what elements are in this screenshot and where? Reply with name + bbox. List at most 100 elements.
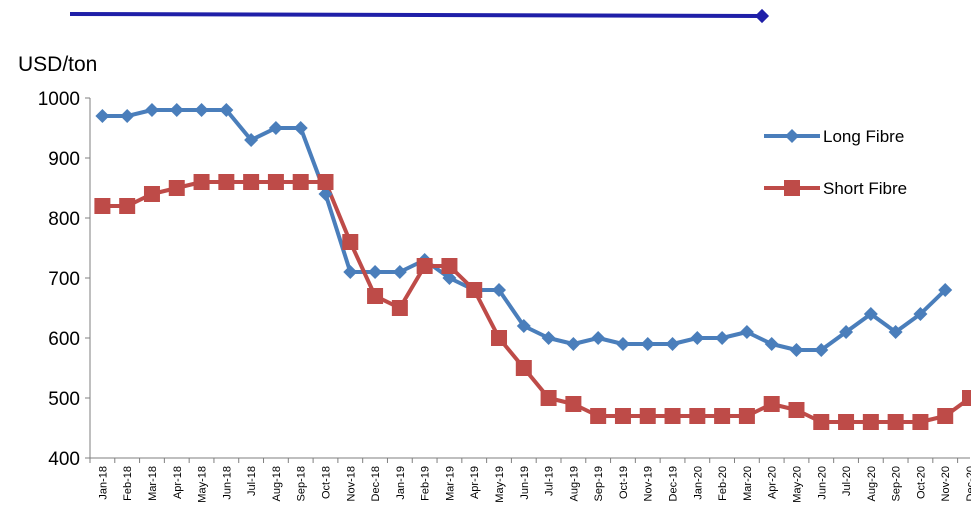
long-fibre-point (888, 325, 903, 339)
x-tick-label: Nov-20 (940, 466, 952, 501)
x-tick-label: Oct-18 (320, 466, 332, 499)
long-fibre-point (541, 331, 556, 345)
x-tick-label: Mar-19 (444, 466, 456, 501)
x-tick-label: Mar-18 (147, 466, 159, 501)
series-line-1 (102, 180, 971, 424)
y-tick-label: 1000 (38, 89, 80, 110)
short-fibre-point (912, 414, 929, 430)
short-fibre-point (689, 408, 706, 424)
x-tick-label: Jan-18 (97, 466, 109, 500)
legend-marker-0 (785, 129, 799, 143)
long-fibre-point (715, 331, 730, 345)
long-fibre-point (789, 343, 804, 357)
x-tick-label: Nov-19 (643, 466, 655, 501)
x-tick-label: Apr-20 (767, 466, 779, 499)
long-fibre-point (144, 103, 159, 117)
short-fibre-point (168, 180, 185, 196)
short-fibre-point (862, 414, 879, 430)
x-tick-label: Sep-18 (296, 466, 308, 501)
long-fibre-point (219, 103, 234, 117)
short-fibre-point (292, 174, 309, 190)
y-tick-label: 400 (48, 449, 80, 470)
short-fibre-point (515, 360, 532, 376)
short-fibre-point (962, 390, 971, 406)
series-markers (94, 103, 971, 430)
axes (89, 98, 970, 459)
short-fibre-point (342, 234, 359, 250)
x-tick-label: May-18 (197, 466, 209, 503)
short-fibre-point (813, 414, 830, 430)
short-fibre-point (491, 330, 508, 346)
long-fibre-point (368, 265, 383, 279)
x-tick-label: Jun-18 (221, 466, 233, 500)
long-fibre-point (591, 331, 606, 345)
long-fibre-point (814, 343, 829, 357)
x-tick-label: May-19 (494, 466, 506, 503)
long-fibre-point (764, 337, 779, 351)
long-fibre-point (739, 325, 754, 339)
short-fibre-point (565, 396, 582, 412)
long-fibre-point (194, 103, 209, 117)
x-tick-label: Aug-20 (866, 466, 878, 501)
short-fibre-point (614, 408, 631, 424)
long-fibre-point (492, 283, 507, 297)
long-fibre-point (120, 109, 135, 123)
short-fibre-point (367, 288, 384, 304)
y-tick-labels: 400 500 600 700 800 900 1000 (38, 89, 90, 470)
long-fibre-point (318, 187, 333, 201)
x-tick-label: Jun-20 (816, 466, 828, 500)
long-fibre-point (244, 133, 259, 147)
x-tick-label: Nov-18 (345, 466, 357, 501)
top-rule-diamond-icon (754, 8, 770, 24)
x-tick-label: Jul-19 (544, 466, 556, 496)
x-tick-label: Apr-18 (172, 466, 184, 499)
x-tick-label: May-20 (791, 466, 803, 503)
long-fibre-point (863, 307, 878, 321)
short-fibre-point (714, 408, 731, 424)
long-fibre-point (839, 325, 854, 339)
short-fibre-point (243, 174, 260, 190)
short-fibre-point (317, 174, 334, 190)
y-tick-label: 900 (48, 149, 80, 170)
x-tick-label: Feb-18 (122, 466, 134, 501)
y-tick-label: 600 (48, 329, 80, 350)
short-fibre-point (218, 174, 235, 190)
short-fibre-point (119, 198, 136, 214)
short-fibre-point (590, 408, 607, 424)
long-fibre-point (268, 121, 283, 135)
x-tick-label: Dec-19 (668, 466, 680, 501)
x-tick-label: Oct-20 (915, 466, 927, 499)
short-fibre-point (937, 408, 954, 424)
long-fibre-point (690, 331, 705, 345)
x-tick-label: Feb-20 (717, 466, 729, 501)
y-axis-label: USD/ton (18, 53, 97, 76)
x-tick-labels: Jan-18 Feb-18 Mar-18 Apr-18 May-18 Jun-18 Jul-… (89, 458, 971, 503)
x-tick-label: Sep-20 (891, 466, 903, 501)
x-tick-label: Sep-19 (593, 466, 605, 501)
short-fibre-point (838, 414, 855, 430)
x-tick-label: Oct-19 (618, 466, 630, 499)
x-tick-label: Mar-20 (742, 466, 754, 501)
x-tick-label: Jan-20 (692, 466, 704, 500)
short-fibre-point (788, 402, 805, 418)
long-fibre-point (938, 283, 953, 297)
long-fibre-point (566, 337, 581, 351)
short-fibre-point (887, 414, 904, 430)
short-fibre-point (94, 198, 111, 214)
short-fibre-point (267, 174, 284, 190)
x-tick-label: Dec-18 (370, 466, 382, 501)
short-fibre-point (466, 282, 483, 298)
long-fibre-point (516, 319, 531, 333)
x-tick-label: Jul-20 (841, 466, 853, 496)
long-fibre-point (640, 337, 655, 351)
x-tick-label: Apr-19 (469, 466, 481, 499)
short-fibre-point (738, 408, 755, 424)
x-tick-label: Feb-19 (420, 466, 432, 501)
short-fibre-point (664, 408, 681, 424)
long-fibre-point (392, 265, 407, 279)
short-fibre-point (391, 300, 408, 316)
y-tick-label: 700 (48, 269, 80, 290)
legend-label: Long Fibre (823, 127, 904, 146)
x-tick-label: Dec-20 (965, 466, 971, 501)
